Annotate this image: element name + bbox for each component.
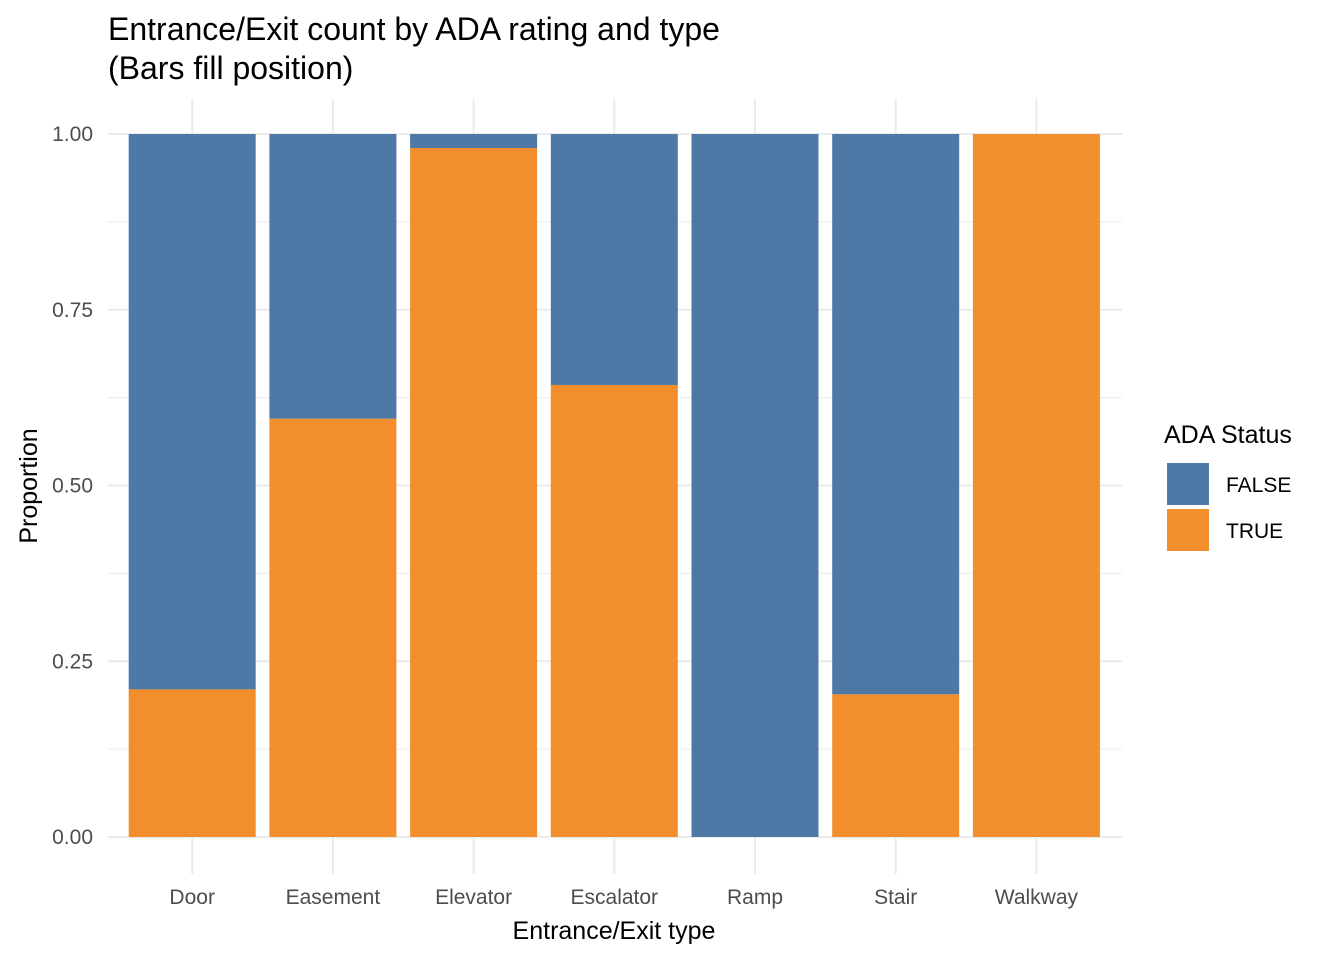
chart-title: Entrance/Exit count by ADA rating and ty… (108, 11, 720, 47)
chart-subtitle: (Bars fill position) (108, 50, 353, 86)
bar-walkway-true (972, 134, 1100, 837)
x-axis-title: Entrance/Exit type (513, 917, 716, 945)
y-tick-label: 1.00 (52, 123, 93, 146)
bar-escalator-false (550, 134, 678, 385)
bar-easement-true (269, 418, 397, 837)
bar-door-true (128, 689, 256, 837)
bar-door-false (128, 134, 256, 690)
bar-ramp-false (691, 134, 819, 837)
x-tick-label: Easement (286, 886, 381, 909)
bar-elevator-true (410, 148, 538, 837)
y-tick-label: 0.50 (52, 475, 93, 498)
x-axis-ticks: Door Easement Elevator Escalator Ramp Stair Wa… (169, 886, 1078, 909)
legend-label-true: TRUE (1226, 520, 1283, 543)
bar-easement-false (269, 134, 397, 419)
legend-title: ADA Status (1164, 421, 1292, 449)
y-tick-label: 0.75 (52, 299, 93, 322)
bar-stair-true (832, 694, 960, 837)
legend: ADA Status FALSE TRUE (1164, 421, 1292, 551)
bar-stair-false (832, 134, 960, 695)
x-tick-label: Escalator (571, 886, 659, 909)
bars (128, 134, 1100, 837)
bar-elevator-false (410, 134, 538, 149)
legend-label-false: FALSE (1226, 474, 1291, 497)
y-axis-ticks: 0.00 0.25 0.50 0.75 1.00 (52, 123, 93, 849)
legend-swatch-false (1167, 463, 1209, 505)
legend-swatch-true (1167, 509, 1209, 551)
x-tick-label: Stair (874, 886, 917, 909)
y-tick-label: 0.00 (52, 826, 93, 849)
bar-escalator-true (550, 384, 678, 837)
x-tick-label: Elevator (435, 886, 512, 909)
x-tick-label: Walkway (995, 886, 1079, 909)
x-tick-label: Door (169, 886, 215, 909)
y-tick-label: 0.25 (52, 650, 93, 673)
y-axis-title: Proportion (15, 428, 43, 543)
x-tick-label: Ramp (727, 886, 783, 909)
